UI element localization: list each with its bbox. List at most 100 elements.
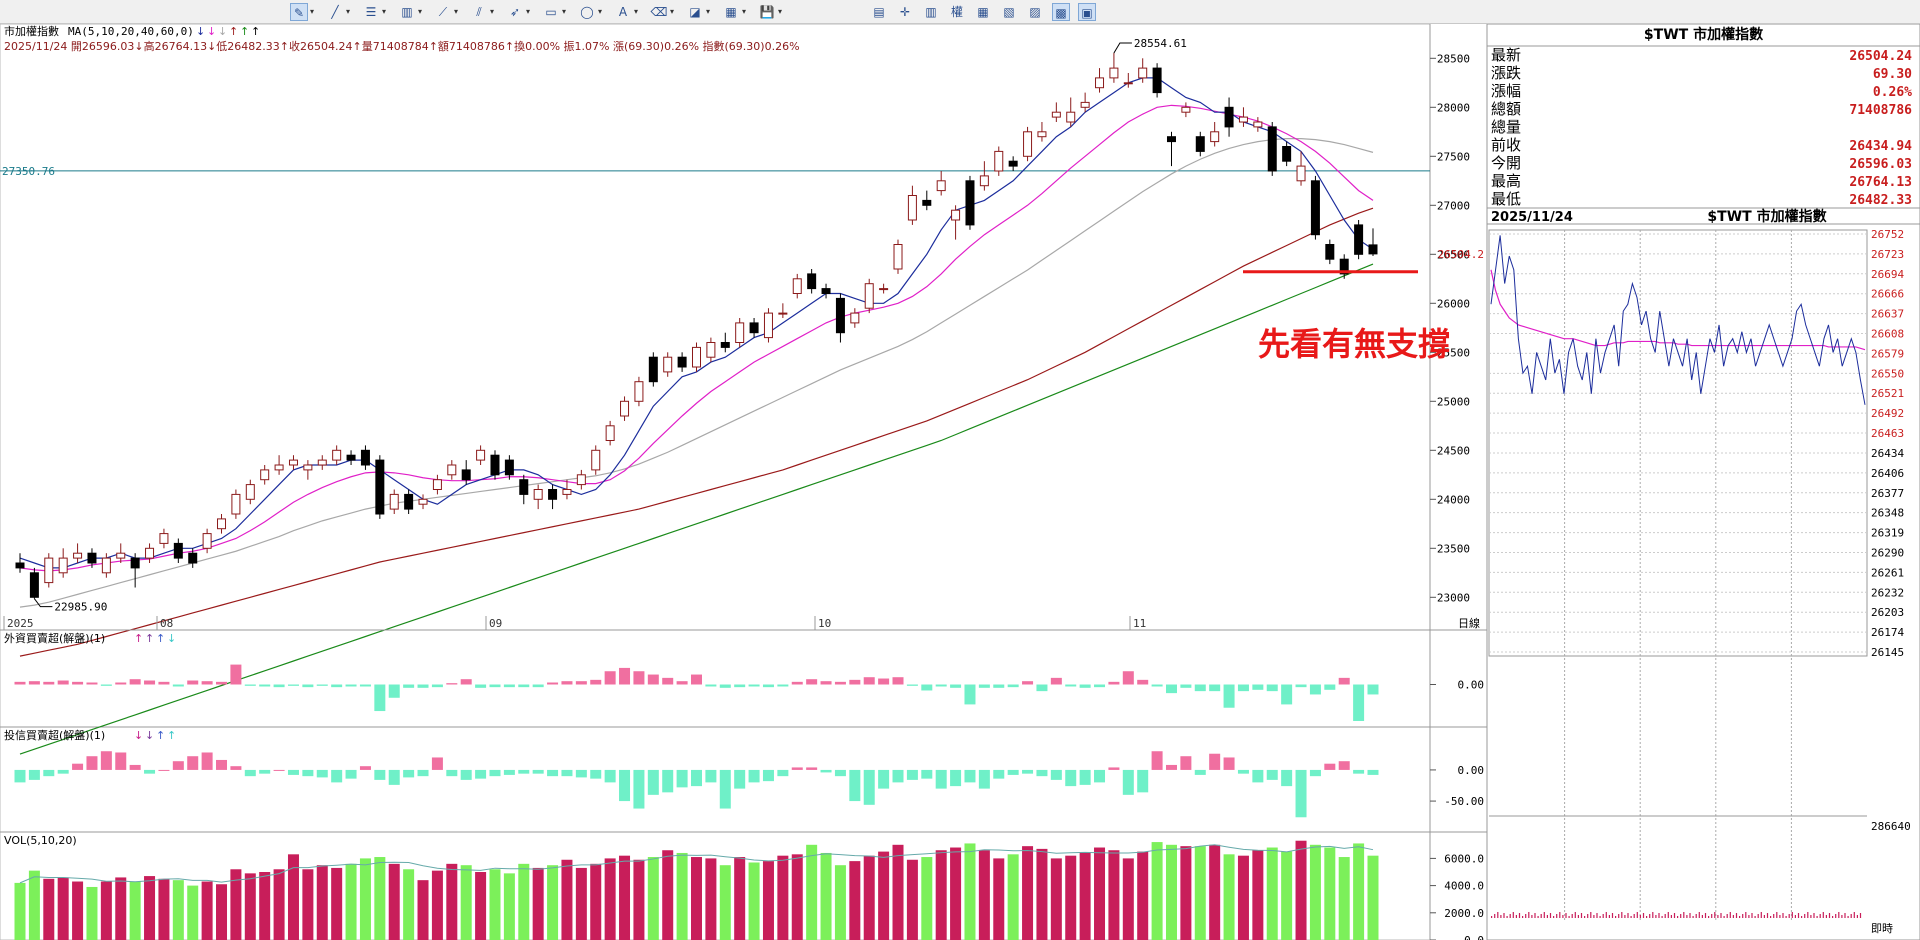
candle-body — [720, 342, 730, 348]
bar — [906, 769, 918, 780]
hide-tool-icon[interactable]: ◪ — [689, 5, 701, 19]
low-marker-label: 22985.90 — [54, 601, 107, 614]
bar — [86, 682, 98, 685]
channel-tool-dropdown-icon[interactable]: ▾ — [490, 7, 495, 16]
line-tool-icon[interactable]: ╱ — [331, 5, 339, 19]
volume-bar — [1367, 855, 1379, 940]
volume-bar — [1137, 851, 1149, 940]
candle-body — [260, 469, 270, 481]
bar — [950, 684, 962, 688]
draw-cursor-icon[interactable]: ✎ — [290, 3, 308, 21]
excel-icon[interactable]: ▦ — [977, 5, 989, 19]
volume-bar — [144, 876, 156, 940]
candle-body — [1354, 224, 1364, 255]
eraser-tool-icon[interactable]: ⌫ — [650, 5, 668, 19]
channel-tool-icon[interactable]: ⫽ — [476, 5, 482, 19]
candle-body — [332, 449, 342, 461]
candle — [490, 450, 500, 480]
intraday-volume-bar — [1832, 916, 1834, 918]
bar — [14, 769, 26, 783]
candle — [1037, 122, 1047, 142]
bar — [1209, 753, 1221, 770]
volume-bar — [273, 869, 285, 940]
bar — [431, 684, 443, 688]
fan-tool-dropdown-icon[interactable]: ▾ — [454, 7, 459, 16]
bar — [676, 681, 688, 685]
save-icon[interactable]: 💾 — [759, 5, 775, 19]
text-tool-icon[interactable]: ☰ — [365, 5, 377, 19]
intraday-tick-label: 26492 — [1871, 407, 1904, 420]
ellipse-tool-icon[interactable]: ◯ — [580, 5, 594, 19]
bar — [388, 769, 400, 785]
line-tool-dropdown-icon[interactable]: ▾ — [346, 7, 351, 16]
bar — [518, 684, 530, 688]
bar — [777, 769, 789, 777]
layout-c-icon[interactable]: ▣ — [1078, 3, 1096, 21]
candle-body — [73, 552, 83, 559]
candle — [1166, 131, 1176, 167]
bar-tool-icon[interactable]: ▥ — [401, 5, 413, 19]
candle — [1296, 151, 1306, 186]
annotation-tool-icon[interactable]: A — [618, 5, 628, 19]
rectangle-tool-icon[interactable]: ▭ — [545, 5, 557, 19]
ma40-line — [19, 207, 1374, 657]
layout-a-icon[interactable]: ▨ — [1029, 5, 1041, 19]
intraday-volume-bar — [1828, 913, 1831, 918]
ellipse-tool-dropdown-icon[interactable]: ▾ — [598, 7, 603, 16]
quote-row-label: 今開 — [1491, 154, 1521, 172]
quote-row-label: 最高 — [1491, 172, 1521, 190]
volume-bar — [1338, 857, 1350, 940]
intraday-tick-label: 26723 — [1871, 248, 1904, 261]
candle-body — [835, 297, 845, 334]
rectangle-tool-dropdown-icon[interactable]: ▾ — [562, 7, 567, 16]
bar — [748, 769, 760, 783]
save-dropdown-icon[interactable]: ▾ — [778, 7, 783, 16]
window-a-icon[interactable]: ▤ — [873, 5, 885, 19]
hide-tool-dropdown-icon[interactable]: ▾ — [706, 7, 711, 16]
quote-row-label: 最新 — [1491, 46, 1521, 64]
bar — [417, 684, 429, 688]
chart-icon[interactable]: ▧ — [1003, 5, 1015, 19]
candle — [346, 450, 356, 465]
fan-tool-icon[interactable]: ⟋ — [438, 5, 448, 19]
intraday-title: $TWT 市加權指數 — [1707, 208, 1826, 225]
text-tool-dropdown-icon[interactable]: ▾ — [382, 7, 387, 16]
intraday-tick-label: 26203 — [1871, 606, 1904, 619]
candle-body — [418, 498, 428, 505]
intraday-volume-bar — [1546, 915, 1548, 918]
candle-body — [245, 484, 255, 500]
intraday-volume-bar — [1794, 915, 1796, 918]
window-b-icon[interactable]: ▥ — [925, 5, 937, 19]
eraser-tool-dropdown-icon[interactable]: ▾ — [670, 7, 675, 16]
intraday-volume-bar — [1686, 915, 1688, 918]
candle — [101, 553, 111, 578]
arrow-tool-dropdown-icon[interactable]: ▾ — [526, 7, 531, 16]
bar — [590, 679, 602, 685]
intraday-volume-bar — [1729, 912, 1731, 918]
candle-body — [29, 572, 39, 598]
bar — [777, 684, 789, 687]
bar — [72, 763, 84, 770]
draw-cursor-dropdown-icon[interactable]: ▾ — [310, 7, 315, 16]
ma-label: MA(5,10,20,40,60,0) — [68, 25, 194, 38]
bar — [446, 769, 458, 777]
color-tool-dropdown-icon[interactable]: ▾ — [742, 7, 747, 16]
annotation-tool-dropdown-icon[interactable]: ▾ — [634, 7, 639, 16]
bar — [230, 664, 242, 685]
crosshair-icon[interactable]: ✛ — [899, 5, 911, 19]
bar-tool-dropdown-icon[interactable]: ▾ — [418, 7, 423, 16]
arrow-tool-icon[interactable]: ➶ — [509, 5, 521, 19]
intraday-volume-bar — [1565, 913, 1567, 918]
bar — [1094, 769, 1106, 783]
candle — [735, 318, 745, 348]
x-tick-label: 2025 — [7, 617, 34, 630]
color-tool-icon[interactable]: ▦ — [725, 5, 737, 19]
volume-bar — [1309, 844, 1321, 940]
bar — [403, 769, 415, 778]
bar — [834, 769, 846, 777]
intraday-volume-bar — [1506, 916, 1508, 918]
layout-b-icon[interactable]: ▩ — [1052, 3, 1070, 21]
volume-bar — [1022, 846, 1034, 940]
weight-icon[interactable]: 權 — [950, 5, 963, 19]
intraday-volume-bar — [1791, 912, 1793, 918]
